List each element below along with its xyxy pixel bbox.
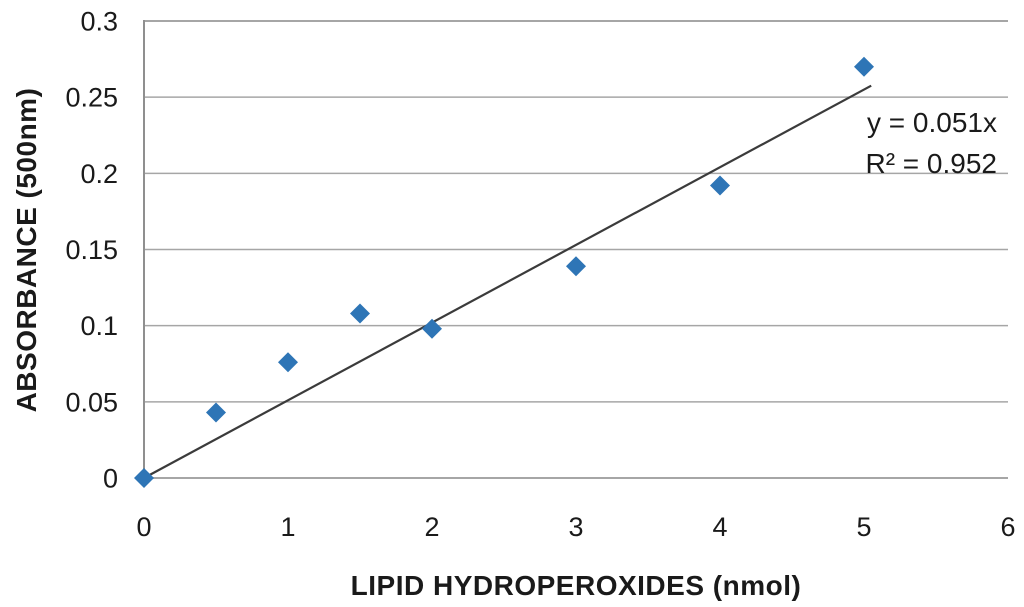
y-tick-label: 0.05 [65, 387, 118, 417]
y-axis-title: ABSORBANCE (500nm) [11, 87, 42, 413]
x-tick-label: 6 [1000, 512, 1015, 542]
y-tick-label: 0.3 [80, 6, 118, 36]
data-point [278, 352, 298, 373]
data-point [566, 256, 586, 277]
data-point [854, 56, 874, 77]
y-tick-label: 0.15 [65, 235, 118, 265]
y-tick-label: 0 [103, 463, 118, 493]
x-tick-label: 2 [424, 512, 439, 542]
data-point [134, 468, 154, 488]
data-point [710, 175, 730, 196]
trendline-annotation: y = 0.051x R² = 0.952 [865, 102, 997, 184]
x-tick-label: 3 [568, 512, 583, 542]
x-axis-title: LIPID HYDROPEROXIDES (nmol) [350, 570, 802, 601]
data-point [350, 303, 370, 324]
data-point [422, 318, 442, 339]
x-tick-label: 5 [856, 512, 871, 542]
x-tick-label: 0 [136, 512, 151, 542]
data-point [206, 402, 226, 423]
x-tick-label: 4 [712, 512, 727, 542]
trendline [143, 84, 872, 479]
y-tick-label: 0.2 [80, 159, 118, 189]
y-tick-label: 0.1 [80, 311, 118, 341]
trendline-equation: y = 0.051x [867, 107, 997, 138]
x-tick-label: 1 [280, 512, 295, 542]
trendline-r-squared: R² = 0.952 [865, 148, 997, 179]
y-tick-label: 0.25 [65, 83, 118, 113]
